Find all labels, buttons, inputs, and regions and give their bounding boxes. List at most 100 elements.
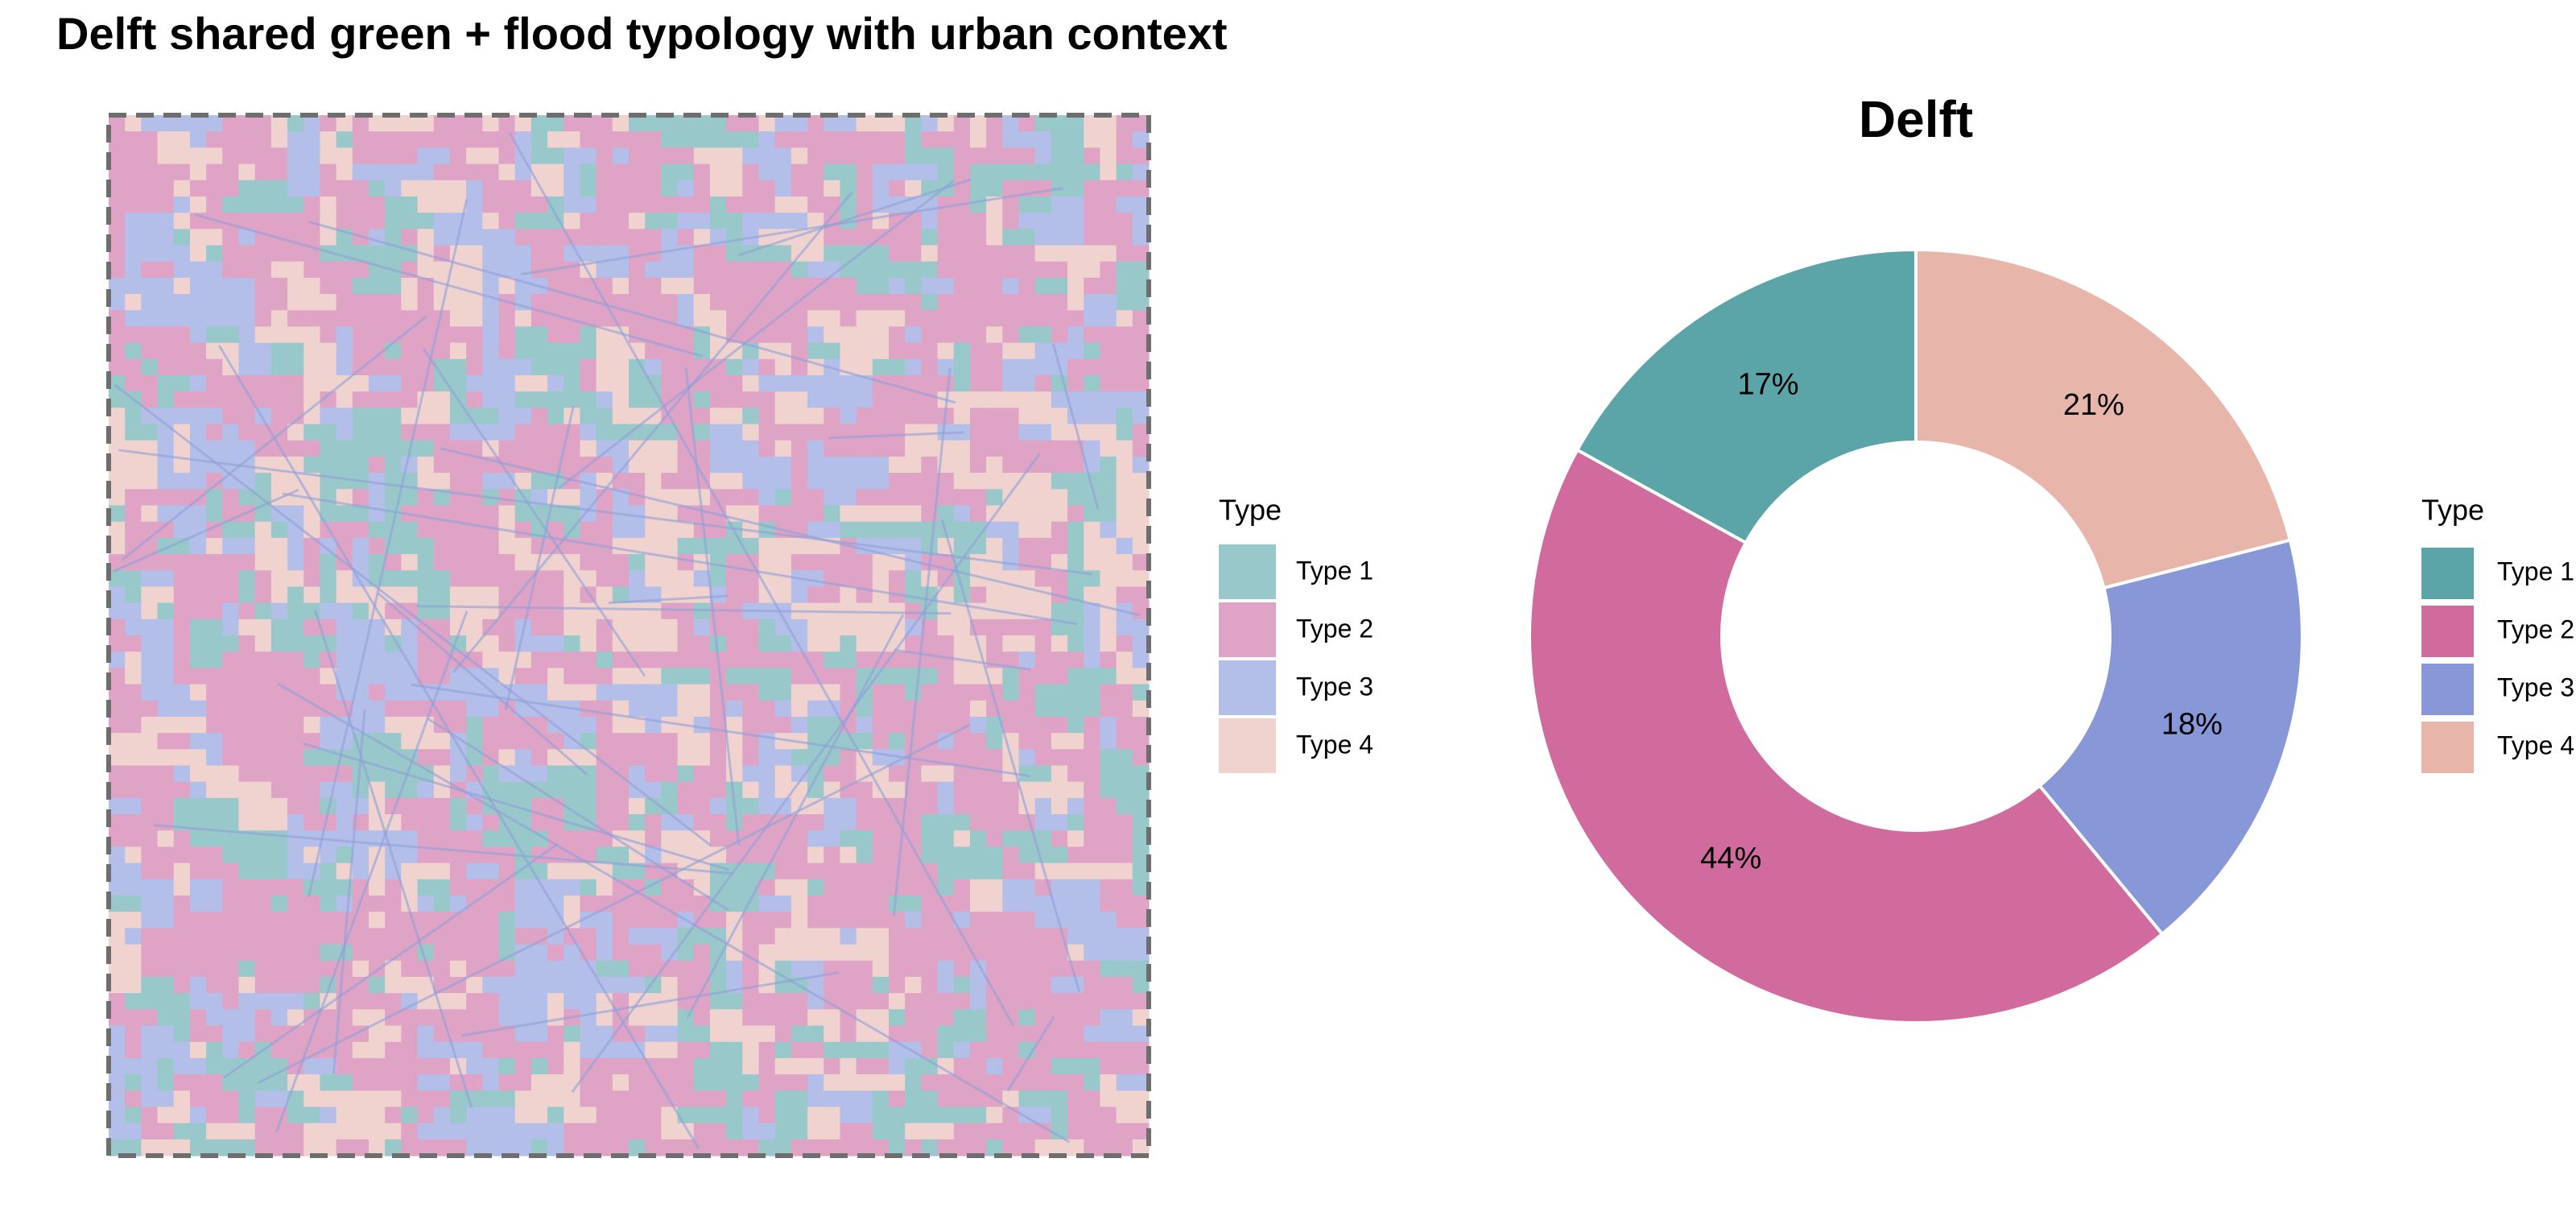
map-street <box>275 610 469 1133</box>
map-cell <box>856 489 873 507</box>
map-cell <box>726 928 743 945</box>
map-cell <box>580 342 597 360</box>
map-cell <box>222 668 240 685</box>
map-cell <box>791 375 808 392</box>
map-cell <box>222 1025 240 1043</box>
map-cell <box>872 456 890 474</box>
map-cell <box>254 814 272 831</box>
map-cell <box>969 814 987 831</box>
map-cell <box>856 358 873 376</box>
map-street <box>313 609 473 1108</box>
map-cell <box>807 407 824 425</box>
map-cell <box>222 912 240 929</box>
map-cell <box>320 960 337 978</box>
map-cell <box>385 277 402 295</box>
map-cell <box>141 586 159 604</box>
map-cell <box>254 602 272 620</box>
map-cell <box>953 618 971 636</box>
map-cell <box>758 944 776 962</box>
map-cell <box>530 960 548 978</box>
map-cell <box>1018 1025 1036 1043</box>
map-cell <box>986 1107 1003 1124</box>
map-cell <box>238 814 256 831</box>
map-cell <box>238 245 256 263</box>
map-cell <box>709 960 727 978</box>
map-cell <box>206 505 223 523</box>
map-cell <box>1132 993 1150 1010</box>
map-cell <box>369 489 386 507</box>
map-cell <box>937 294 955 311</box>
map-cell <box>709 163 727 181</box>
map-cell <box>417 781 435 799</box>
map-cell <box>596 342 613 360</box>
map-cell <box>270 896 288 912</box>
map-cell <box>1051 781 1068 799</box>
map-cell <box>109 586 126 604</box>
map-cell <box>1051 993 1068 1010</box>
map-cell <box>254 505 272 523</box>
map-cell <box>1002 976 1020 994</box>
map-cell <box>742 277 760 295</box>
map-cell <box>238 652 256 668</box>
map-cell <box>125 635 142 652</box>
map-cell <box>1100 1009 1117 1027</box>
map-cell <box>109 618 126 636</box>
map-cell <box>709 261 727 279</box>
map-cell <box>905 277 922 295</box>
map-cell <box>1100 912 1117 929</box>
map-cell <box>385 602 402 620</box>
map-cell <box>1132 180 1150 197</box>
map-legend-key <box>1219 602 1276 657</box>
map-cell <box>840 391 857 408</box>
map-cell <box>401 1025 419 1043</box>
map-cell <box>1051 749 1068 767</box>
map-cell <box>889 602 906 620</box>
map-cell <box>189 960 207 978</box>
map-cell <box>287 928 304 945</box>
map-cell <box>320 456 337 474</box>
map-cell <box>1051 879 1068 896</box>
map-cell <box>222 163 240 181</box>
map-cell <box>677 261 695 279</box>
map-cell <box>1084 586 1101 604</box>
map-cell <box>758 684 776 701</box>
map-cell <box>677 537 695 555</box>
map-cell <box>320 424 337 441</box>
map-cell <box>629 131 646 148</box>
map-cell <box>1051 652 1068 668</box>
map-cell <box>824 131 841 148</box>
map-cell <box>661 733 679 750</box>
map-cell <box>889 1139 906 1156</box>
map-cell <box>840 1123 857 1140</box>
map-cell <box>270 391 288 408</box>
map-cell <box>1051 960 1068 978</box>
map-cell <box>742 635 760 652</box>
map-cell <box>937 700 955 718</box>
map-cell <box>1100 570 1117 588</box>
map-cell <box>320 570 337 588</box>
map-cell <box>840 375 857 392</box>
map-cell <box>449 147 467 165</box>
map-cell <box>369 635 386 652</box>
map-cell <box>254 391 272 408</box>
map-cell <box>921 846 939 864</box>
map-cell <box>889 733 906 750</box>
map-cell <box>612 960 630 978</box>
map-cell <box>1067 180 1084 197</box>
map-cell <box>629 163 646 181</box>
map-cell <box>336 618 353 636</box>
map-cell <box>856 912 873 929</box>
map-cell <box>645 115 662 132</box>
map-cell <box>774 375 792 392</box>
map-cell <box>482 602 500 620</box>
map-cell <box>986 668 1003 685</box>
map-cell <box>1084 1025 1101 1043</box>
map-cell <box>1132 473 1150 490</box>
map-cell <box>856 1139 873 1156</box>
map-cell <box>824 440 841 457</box>
map-cell <box>612 1057 630 1075</box>
map-cell <box>530 652 548 668</box>
map-cell <box>254 781 272 799</box>
map-cell <box>889 261 906 279</box>
map-cell <box>629 716 646 734</box>
